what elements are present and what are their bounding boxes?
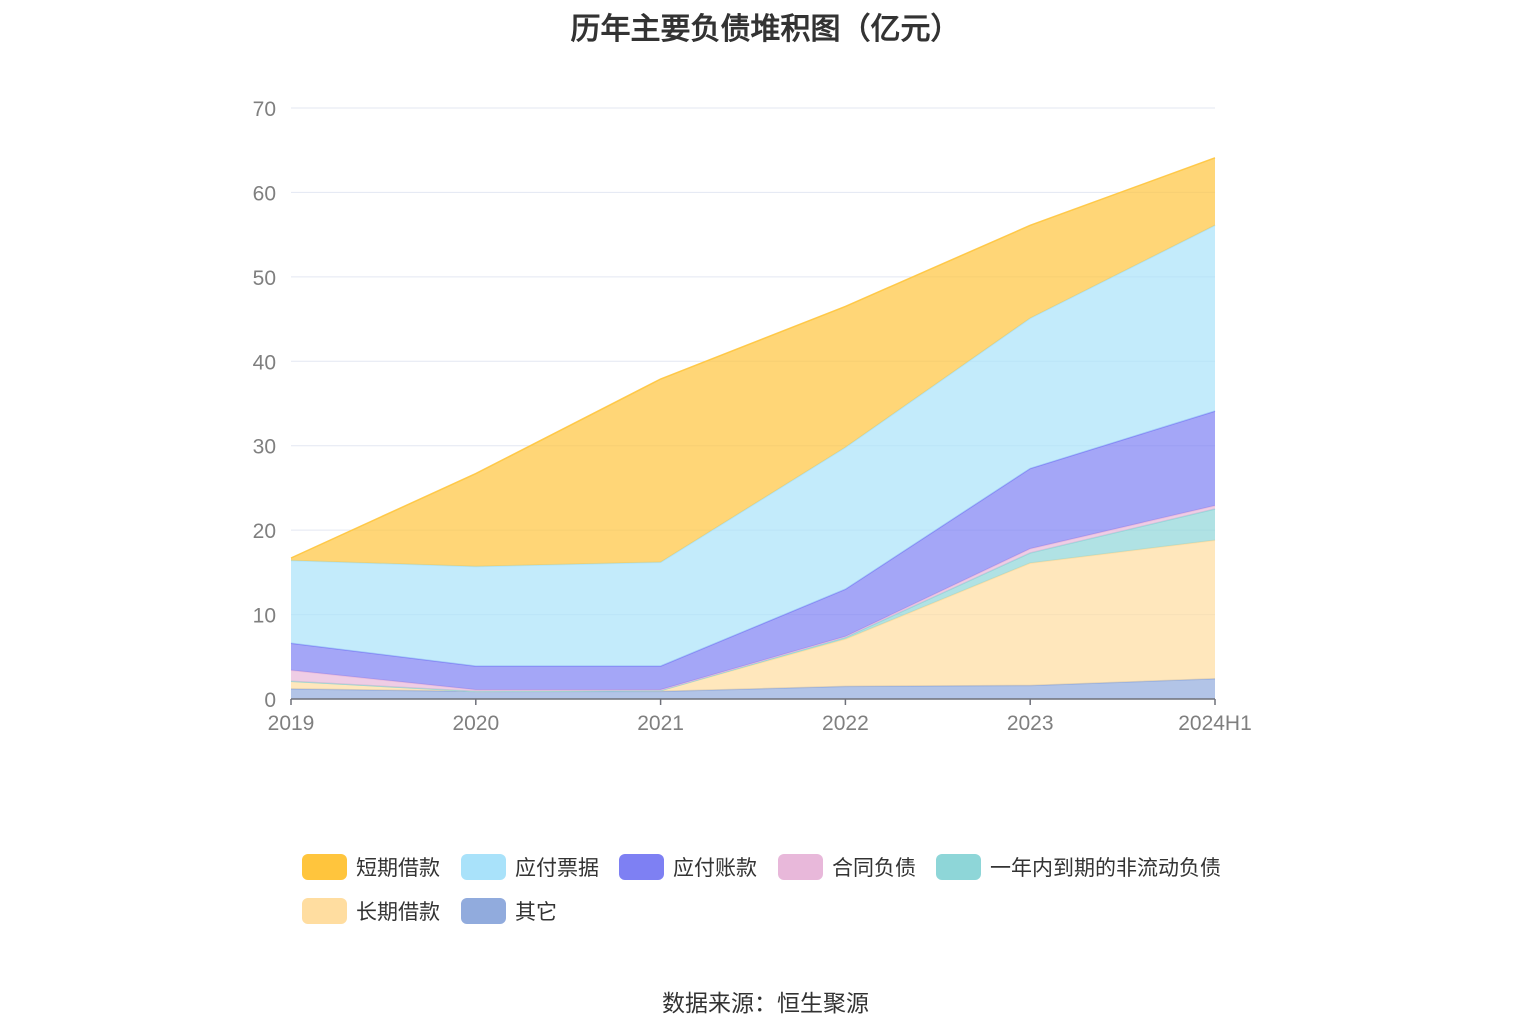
y-tick-label: 20 — [253, 520, 276, 543]
legend-swatch — [302, 898, 347, 924]
legend-swatch — [461, 898, 506, 924]
y-tick-label: 40 — [253, 351, 276, 374]
x-tick-label: 2019 — [268, 712, 315, 735]
legend-item-long-term-loans[interactable]: 长期借款 — [302, 894, 440, 928]
chart-title: 历年主要负债堆积图（亿元） — [570, 12, 961, 47]
y-tick-label: 10 — [253, 605, 276, 628]
legend-item-accounts-payable[interactable]: 应付账款 — [619, 850, 757, 884]
area-series — [291, 411, 1215, 690]
area-series — [291, 225, 1215, 667]
data-source-note: 数据来源：恒生聚源 — [662, 991, 869, 1017]
legend-swatch — [302, 854, 347, 880]
y-tick-label: 70 — [253, 98, 276, 121]
legend-label: 短期借款 — [356, 856, 440, 880]
legend-label: 一年内到期的非流动负债 — [990, 856, 1221, 880]
x-tick-label: 2023 — [1007, 712, 1054, 735]
x-tick-label: 2022 — [822, 712, 869, 735]
area-series — [291, 678, 1215, 699]
y-tick-label: 30 — [253, 436, 276, 459]
area-series — [291, 157, 1215, 567]
y-tick-label: 60 — [253, 182, 276, 205]
y-tick-label: 0 — [264, 689, 276, 712]
area-series — [291, 540, 1215, 692]
legend-label: 合同负债 — [832, 856, 916, 880]
x-tick-label: 2020 — [452, 712, 499, 735]
legend-item-current-noncurrent-liabilities[interactable]: 一年内到期的非流动负债 — [936, 850, 1221, 884]
legend-label: 应付票据 — [515, 856, 599, 880]
area-series-layer — [290, 157, 1216, 699]
legend-item-contract-liabilities[interactable]: 合同负债 — [778, 850, 916, 884]
legend-label: 应付账款 — [673, 856, 757, 880]
legend-label: 其它 — [515, 900, 557, 924]
legend-item-notes-payable[interactable]: 应付票据 — [461, 850, 599, 884]
x-tick-label: 2024H1 — [1178, 712, 1252, 735]
legend-item-short-term-loans[interactable]: 短期借款 — [302, 850, 440, 884]
legend-label: 长期借款 — [356, 900, 440, 924]
stacked-area-chart: 0 10 20 30 40 50 60 70 2019 2020 2021 2022 2023 2024H… — [253, 98, 1252, 735]
legend-swatch — [778, 854, 823, 880]
axes: 0 10 20 30 40 50 60 70 2019 2020 2021 2022 2023 2024H… — [253, 98, 1252, 735]
legend-swatch — [936, 854, 981, 880]
legend-swatch — [461, 854, 506, 880]
legend-item-other[interactable]: 其它 — [461, 894, 557, 928]
series-line — [290, 157, 1216, 559]
series-line — [290, 410, 1216, 667]
y-tick-label: 50 — [253, 267, 276, 290]
x-tick-label: 2021 — [637, 712, 684, 735]
legend-swatch — [619, 854, 664, 880]
